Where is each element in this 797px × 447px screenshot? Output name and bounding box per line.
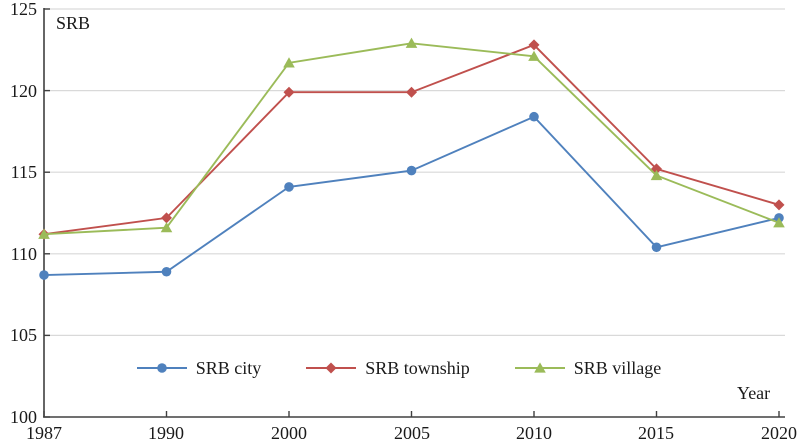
village-line-marker-icon	[514, 362, 565, 373]
x-tick-label: 2005	[394, 423, 430, 443]
city-line-marker-icon	[136, 363, 187, 373]
x-tick-label: 2000	[271, 423, 307, 443]
x-tick-label: 2015	[638, 423, 674, 443]
township-line-marker-icon	[306, 362, 357, 374]
y-tick-label: 120	[10, 81, 37, 101]
x-tick-label: 2010	[516, 423, 552, 443]
legend: SRB city SRB township SRB village	[0, 358, 797, 378]
x-tick-label: 1987	[26, 423, 62, 443]
y-tick-label: 105	[10, 325, 37, 345]
x-tick-label: 1990	[148, 423, 184, 443]
y-tick-label: 115	[10, 162, 37, 182]
legend-label-city: SRB city	[195, 358, 262, 378]
y-tick-label: 110	[10, 244, 37, 264]
legend-label-township: SRB township	[365, 358, 470, 378]
legend-item-city: SRB city	[136, 358, 262, 378]
y-tick-label: 100	[10, 407, 37, 427]
legend-label-village: SRB village	[573, 358, 662, 378]
y-axis-title: SRB	[56, 13, 91, 33]
x-tick-label: 2020	[761, 423, 797, 443]
x-axis-title: Year	[737, 383, 771, 403]
legend-item-village: SRB village	[514, 358, 662, 378]
legend-item-township: SRB township	[305, 358, 470, 378]
y-tick-label: 125	[10, 0, 37, 19]
